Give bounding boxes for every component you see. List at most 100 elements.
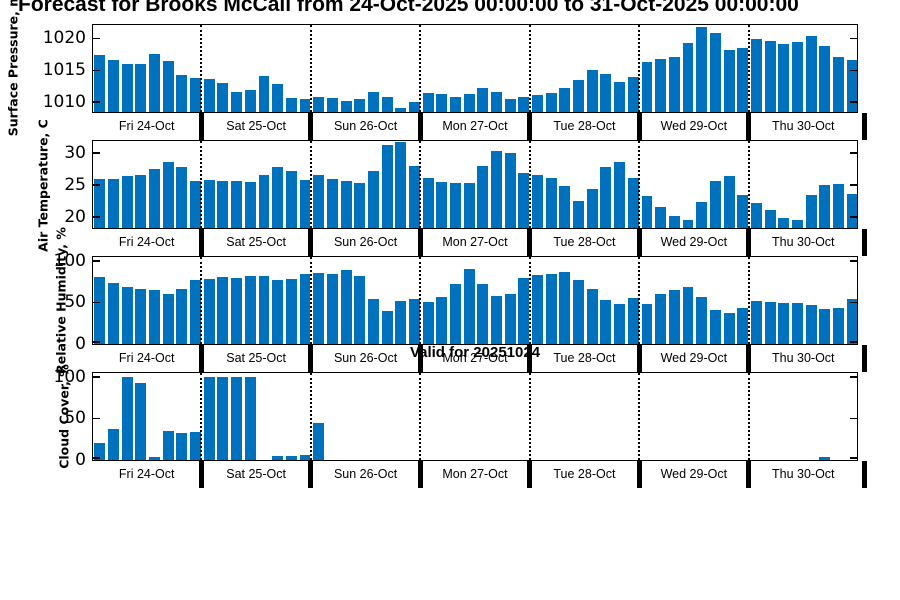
bar bbox=[655, 294, 667, 344]
day-boundary-gridline bbox=[638, 373, 641, 460]
bar bbox=[750, 202, 762, 228]
y-tick-mark bbox=[850, 376, 857, 378]
bar bbox=[340, 180, 352, 228]
y-tick-mark bbox=[850, 101, 857, 103]
bar bbox=[463, 268, 475, 344]
bar bbox=[545, 92, 557, 112]
day-label: Thu 30-Oct bbox=[772, 235, 835, 249]
bar bbox=[791, 219, 803, 228]
bar bbox=[737, 47, 749, 112]
bar bbox=[108, 60, 119, 112]
y-tick-label: 50 bbox=[64, 408, 86, 429]
bar bbox=[408, 166, 420, 228]
bar bbox=[135, 288, 147, 344]
bar bbox=[436, 93, 448, 112]
day-boundary-gridline bbox=[638, 257, 641, 344]
day-label: Tue 28-Oct bbox=[553, 351, 616, 365]
bar bbox=[491, 92, 502, 112]
bar bbox=[778, 302, 790, 344]
bar bbox=[367, 170, 379, 228]
bar bbox=[723, 176, 735, 228]
y-tick-mark bbox=[850, 260, 857, 262]
bar bbox=[162, 161, 174, 228]
bar bbox=[627, 76, 639, 112]
bar bbox=[285, 98, 297, 112]
bar bbox=[313, 96, 325, 112]
bar bbox=[94, 54, 106, 112]
day-separator bbox=[636, 113, 642, 140]
day-separator bbox=[746, 229, 752, 256]
day-separator bbox=[308, 113, 314, 140]
y-tick-mark bbox=[93, 341, 100, 343]
air-temperature-chart bbox=[92, 140, 858, 229]
bar bbox=[791, 303, 803, 344]
bar bbox=[313, 272, 325, 344]
bar bbox=[217, 377, 229, 460]
day-boundary-gridline bbox=[419, 141, 422, 228]
bar bbox=[696, 26, 708, 112]
bar bbox=[463, 94, 475, 112]
bar bbox=[149, 54, 161, 112]
bar bbox=[408, 298, 420, 344]
bar bbox=[819, 185, 831, 228]
bar bbox=[518, 97, 530, 112]
y-tick-mark bbox=[93, 184, 100, 186]
bar bbox=[600, 300, 612, 344]
day-boundary-gridline bbox=[200, 373, 203, 460]
bar bbox=[586, 189, 598, 228]
bar bbox=[833, 57, 844, 112]
bar bbox=[326, 178, 338, 228]
bar bbox=[217, 277, 229, 344]
day-label: Sat 25-Oct bbox=[226, 235, 286, 249]
bar bbox=[559, 272, 571, 344]
bar bbox=[217, 82, 229, 112]
bar bbox=[354, 276, 366, 344]
y-tick-label: 20 bbox=[64, 206, 86, 227]
bar bbox=[723, 49, 735, 112]
y-tick-label: 50 bbox=[64, 292, 86, 313]
bar bbox=[299, 455, 311, 460]
bar bbox=[94, 277, 106, 344]
bar bbox=[805, 36, 817, 112]
y-tick-mark bbox=[93, 417, 100, 420]
bar bbox=[819, 46, 831, 112]
bar bbox=[450, 182, 461, 228]
bar bbox=[285, 278, 297, 344]
day-separator bbox=[746, 113, 752, 140]
bar bbox=[272, 279, 284, 344]
bar bbox=[532, 94, 544, 112]
bar bbox=[272, 455, 284, 460]
bar bbox=[190, 180, 202, 228]
bar bbox=[778, 43, 790, 112]
bar bbox=[203, 278, 215, 344]
bar bbox=[176, 432, 188, 460]
bar bbox=[778, 218, 790, 228]
bar bbox=[573, 200, 585, 228]
bar bbox=[108, 429, 119, 460]
day-boundary-gridline bbox=[200, 257, 203, 344]
bar bbox=[682, 286, 694, 344]
bar bbox=[408, 101, 420, 112]
bar bbox=[668, 56, 680, 112]
day-boundary-gridline bbox=[528, 25, 531, 112]
bar bbox=[395, 301, 407, 344]
bar bbox=[340, 269, 352, 344]
bar bbox=[313, 175, 325, 228]
bar bbox=[203, 78, 215, 112]
bar bbox=[641, 304, 653, 344]
bar bbox=[573, 79, 585, 112]
day-separator bbox=[198, 229, 204, 256]
day-separator bbox=[198, 113, 204, 140]
bar bbox=[313, 422, 325, 460]
bar bbox=[354, 99, 366, 112]
bar bbox=[600, 74, 612, 112]
bar bbox=[477, 284, 489, 344]
bar bbox=[846, 60, 857, 112]
bar bbox=[791, 41, 803, 112]
day-label: Sun 26-Oct bbox=[333, 467, 398, 481]
day-boundary-gridline bbox=[747, 257, 750, 344]
bar bbox=[190, 431, 202, 460]
bar bbox=[750, 39, 762, 112]
bar bbox=[203, 377, 215, 460]
y-tick-mark bbox=[850, 341, 857, 343]
